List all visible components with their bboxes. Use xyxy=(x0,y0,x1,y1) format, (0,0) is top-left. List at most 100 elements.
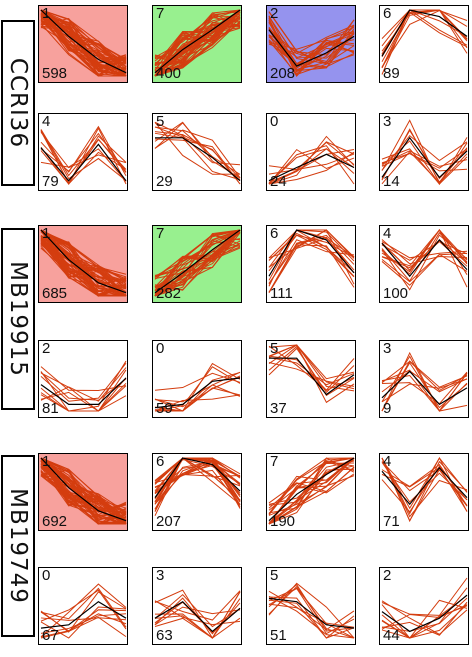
gene-count: 37 xyxy=(270,400,287,417)
profile-line xyxy=(381,9,468,68)
profile-panel: 4 71 xyxy=(379,453,469,531)
profile-line xyxy=(268,141,355,171)
profile-lines xyxy=(40,457,127,525)
gene-count: 9 xyxy=(383,400,392,417)
profile-line xyxy=(40,616,127,639)
profile-lines xyxy=(268,229,355,294)
profile-line xyxy=(381,150,468,185)
profile-line xyxy=(381,253,468,283)
profile-line xyxy=(40,229,127,297)
profile-lines xyxy=(268,344,355,404)
model-profile-line xyxy=(381,594,468,633)
gene-count: 685 xyxy=(42,285,68,302)
profile-panel: 0 24 xyxy=(266,113,356,191)
profile-line xyxy=(268,153,355,175)
profile-line xyxy=(268,583,355,632)
profile-id: 1 xyxy=(42,225,51,242)
profile-line xyxy=(268,145,355,185)
profile-id: 3 xyxy=(156,567,165,584)
gene-count: 89 xyxy=(383,65,400,82)
profile-lines xyxy=(268,11,355,77)
gene-count: 67 xyxy=(42,627,59,644)
profile-lines xyxy=(381,456,468,523)
group-label-text: MB19915 xyxy=(5,261,31,377)
profile-line xyxy=(268,587,355,639)
gene-count: 100 xyxy=(383,285,409,302)
profile-line xyxy=(154,362,241,412)
model-profile-line xyxy=(154,229,241,294)
profile-line xyxy=(268,149,355,183)
profile-line xyxy=(268,19,355,56)
profile-line xyxy=(154,23,241,77)
profile-line xyxy=(154,371,241,412)
profile-line xyxy=(154,9,241,66)
profile-id: 6 xyxy=(270,225,279,242)
profile-id: 5 xyxy=(270,340,279,357)
profile-lines xyxy=(40,583,127,639)
profile-panel: 7 400 xyxy=(152,5,242,83)
profile-line xyxy=(40,457,127,525)
profile-line xyxy=(381,119,468,186)
profile-line xyxy=(154,229,241,280)
profile-line xyxy=(40,245,127,295)
profile-panel: 1 692 xyxy=(38,453,128,531)
profile-line xyxy=(268,24,355,54)
profile-line xyxy=(154,460,241,502)
profile-line xyxy=(154,229,241,297)
profile-line xyxy=(268,229,355,268)
gene-count: 207 xyxy=(156,513,182,530)
profile-line xyxy=(154,9,241,77)
gene-count: 14 xyxy=(383,173,400,190)
profile-line xyxy=(40,147,127,185)
profile-line xyxy=(154,11,241,77)
profile-id: 2 xyxy=(42,340,51,357)
profile-line xyxy=(268,16,355,65)
profile-id: 6 xyxy=(156,453,165,470)
profile-line xyxy=(40,21,127,73)
profile-line xyxy=(381,577,468,616)
profile-panel: 2 44 xyxy=(379,567,469,645)
model-profile-line xyxy=(268,597,355,629)
profile-line xyxy=(40,391,127,412)
profile-id: 0 xyxy=(156,340,165,357)
gene-count: 208 xyxy=(270,65,296,82)
model-profile-line xyxy=(381,466,468,506)
profile-line xyxy=(40,23,127,77)
profile-line xyxy=(268,599,355,639)
gene-count: 63 xyxy=(156,627,173,644)
profile-lines xyxy=(154,362,241,412)
model-profile-line xyxy=(40,600,127,629)
profile-line xyxy=(40,457,126,525)
profile-line xyxy=(268,239,355,285)
profile-lines xyxy=(154,9,241,77)
profile-line xyxy=(154,375,241,408)
profile-line xyxy=(381,360,468,392)
profile-panel: 5 37 xyxy=(266,340,356,418)
profile-id: 2 xyxy=(270,5,279,22)
model-profile-line xyxy=(154,9,241,74)
profile-line xyxy=(381,457,468,522)
profile-line xyxy=(268,234,355,278)
profile-lines xyxy=(40,229,127,297)
profile-lines xyxy=(381,9,468,75)
group-label-text: MB19749 xyxy=(5,488,31,604)
profile-line xyxy=(381,234,468,291)
profile-id: 7 xyxy=(156,5,165,22)
model-profile-line xyxy=(154,600,241,633)
profile-lines xyxy=(40,125,127,185)
model-profile-line xyxy=(155,137,241,182)
profile-line xyxy=(40,247,127,297)
profile-line xyxy=(40,127,127,185)
profile-line xyxy=(40,583,127,638)
profile-line xyxy=(40,131,127,169)
gene-count: 190 xyxy=(270,513,296,530)
profile-panel: 1 685 xyxy=(38,225,128,303)
profile-line xyxy=(268,229,355,281)
profile-id: 1 xyxy=(42,453,51,470)
profile-lines xyxy=(381,351,468,412)
profile-lines xyxy=(381,228,468,291)
profile-panel: 4 79 xyxy=(38,113,128,191)
profile-line xyxy=(268,590,355,631)
profile-line xyxy=(268,467,355,525)
profile-lines xyxy=(154,589,241,639)
